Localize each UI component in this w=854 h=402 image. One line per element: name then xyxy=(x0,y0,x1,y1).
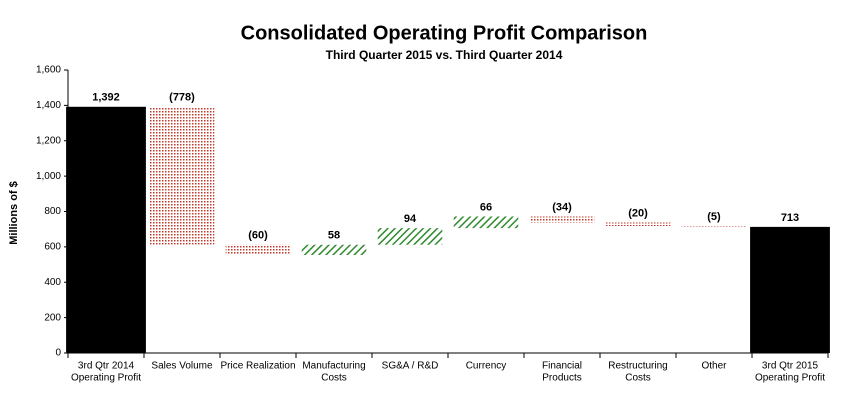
x-tick-label: Sales Volume xyxy=(151,361,213,372)
x-tick-label: Manufacturing xyxy=(302,361,365,372)
value-label: (778) xyxy=(169,92,195,104)
y-tick-label: 1,000 xyxy=(36,171,61,182)
value-label: 713 xyxy=(781,212,799,224)
x-tick-label: Financial xyxy=(542,361,582,372)
x-tick-label: 3rd Qtr 2015 xyxy=(762,361,819,372)
x-tick-label: Costs xyxy=(625,373,651,384)
value-label: (34) xyxy=(552,201,572,213)
y-tick-label: 200 xyxy=(44,312,61,323)
value-label: (60) xyxy=(248,229,268,241)
bar xyxy=(529,216,595,223)
y-tick-label: 800 xyxy=(44,206,61,217)
x-tick-label: 3rd Qtr 2014 xyxy=(78,361,135,372)
bar xyxy=(301,244,367,256)
chart-subtitle: Third Quarter 2015 vs. Third Quarter 201… xyxy=(326,48,563,62)
chart-title: Consolidated Operating Profit Comparison xyxy=(241,22,648,44)
bar xyxy=(149,106,215,245)
y-tick-label: 600 xyxy=(44,242,61,253)
x-tick-label: SG&A / R&D xyxy=(382,361,439,372)
x-tick-label: Price Realization xyxy=(220,361,295,372)
y-tick-label: 1,200 xyxy=(36,135,61,146)
value-label: 66 xyxy=(480,201,492,213)
value-label: (5) xyxy=(707,211,721,223)
value-label: 58 xyxy=(328,230,340,242)
x-tick-label: Costs xyxy=(321,373,347,384)
x-tick-label: Operating Profit xyxy=(755,373,825,384)
bar xyxy=(750,226,830,353)
bar xyxy=(66,106,146,353)
y-axis-label: Millions of $ xyxy=(8,181,20,245)
x-tick-label: Currency xyxy=(466,361,507,372)
x-tick-label: Products xyxy=(542,373,581,384)
bar xyxy=(225,244,291,256)
y-tick-label: 400 xyxy=(44,277,61,288)
bar xyxy=(605,222,671,227)
value-label: 1,392 xyxy=(92,92,120,104)
y-tick-label: 0 xyxy=(55,348,61,359)
bar xyxy=(681,226,747,228)
y-tick-label: 1,400 xyxy=(36,100,61,111)
x-tick-label: Operating Profit xyxy=(71,373,141,384)
bar xyxy=(377,228,443,245)
x-tick-label: Other xyxy=(701,361,727,372)
bar xyxy=(453,216,519,229)
x-tick-label: Restructuring xyxy=(608,361,667,372)
value-label: (20) xyxy=(628,207,648,219)
y-tick-label: 1,600 xyxy=(36,65,61,76)
value-label: 94 xyxy=(404,213,417,225)
